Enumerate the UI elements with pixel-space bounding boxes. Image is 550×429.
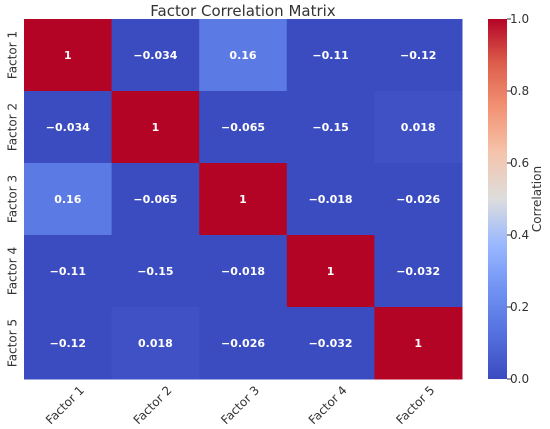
cell-annotation-r3-c4: −0.018 [309, 193, 353, 206]
cell-annotation-r3-c1: 0.16 [54, 193, 81, 206]
column-label-2: Factor 2 [131, 383, 175, 427]
cell-annotation-r1-c4: −0.11 [312, 49, 348, 62]
row-label-1: Factor 1 [6, 31, 20, 79]
colorbar-tick-label: 1.0 [510, 12, 529, 26]
cell-annotation-r2-c5: 0.018 [401, 121, 436, 134]
cell-annotation-r4-c3: −0.018 [221, 265, 265, 278]
heatmap-cell-r1-c5 [374, 19, 463, 92]
column-label-4: Factor 4 [306, 383, 350, 427]
cell-annotation-r3-c3: 1 [239, 193, 247, 206]
cell-annotation-r5-c2: 0.018 [138, 337, 173, 350]
row-label-3: Factor 3 [6, 175, 20, 223]
cell-annotation-r3-c5: −0.026 [396, 193, 440, 206]
heatmap-cell-r1-c3 [199, 19, 288, 92]
heatmap-cell-r3-c5 [374, 163, 463, 236]
cell-annotation-r2-c4: −0.15 [312, 121, 348, 134]
row-labels: Factor 1 Factor 2 Factor 3 Factor 4 Factor 5 [6, 31, 20, 367]
heatmap-cell-r2-c1 [24, 91, 113, 164]
heatmap-cell-r3-c4 [286, 163, 375, 236]
cell-annotation-r1-c5: −0.12 [400, 49, 436, 62]
heatmap-cell-r4-c4 [286, 235, 375, 308]
column-label-5: Factor 5 [393, 383, 437, 427]
cell-annotation-r1-c1: 1 [64, 49, 72, 62]
cell-annotation-r1-c3: 0.16 [229, 49, 256, 62]
heatmap-cell-r3-c1 [24, 163, 113, 236]
row-label-5: Factor 5 [6, 319, 20, 367]
cell-annotation-r3-c2: −0.065 [133, 193, 177, 206]
heatmap-cell-r2-c5 [374, 91, 463, 164]
column-labels: Factor 1 Factor 2 Factor 3 Factor 4 Factor 5 [43, 383, 437, 427]
chart-title: Factor Correlation Matrix [150, 2, 336, 20]
heatmap-cell-r1-c1 [24, 19, 113, 92]
cell-annotation-r2-c2: 1 [152, 121, 160, 134]
cell-annotation-r5-c1: −0.12 [50, 337, 86, 350]
cell-annotation-r2-c1: −0.034 [46, 121, 90, 134]
colorbar-tick-label: 0.4 [510, 228, 529, 242]
colorbar-label: Correlation [530, 166, 544, 232]
heatmap-cell-r5-c5 [374, 307, 463, 380]
heatmap-cell-r4-c2 [111, 235, 200, 308]
cell-annotation-r5-c4: −0.032 [309, 337, 353, 350]
heatmap-cell-r4-c1 [24, 235, 113, 308]
cell-annotation-r4-c5: −0.032 [396, 265, 440, 278]
colorbar-tick-label: 0.2 [510, 300, 529, 314]
heatmap-cell-r5-c4 [286, 307, 375, 380]
heatmap-cells [24, 19, 463, 380]
cell-annotation-r2-c3: −0.065 [221, 121, 265, 134]
heatmap-cell-r1-c2 [111, 19, 200, 92]
heatmap-cell-r5-c2 [111, 307, 200, 380]
heatmap-cell-r5-c3 [199, 307, 288, 380]
heatmap-cell-r2-c3 [199, 91, 288, 164]
heatmap-cell-r3-c2 [111, 163, 200, 236]
colorbar-gradient [488, 19, 507, 379]
cell-annotation-r4-c2: −0.15 [137, 265, 173, 278]
heatmap-cell-r2-c4 [286, 91, 375, 164]
cell-annotation-r4-c1: −0.11 [50, 265, 86, 278]
heatmap-cell-r4-c5 [374, 235, 463, 308]
cell-annotation-r5-c3: −0.026 [221, 337, 265, 350]
colorbar-tick-label: 0.8 [510, 84, 529, 98]
colorbar-tick-label: 0.6 [510, 156, 529, 170]
heatmap-cell-r3-c3 [199, 163, 288, 236]
column-label-1: Factor 1 [43, 383, 87, 427]
column-label-3: Factor 3 [218, 383, 262, 427]
heatmap-cell-r2-c2 [111, 91, 200, 164]
cell-annotations: 1 −0.034 0.16 −0.11 −0.12 −0.034 1 −0.065 −0.15 0… [46, 49, 441, 350]
heatmap-cell-r1-c4 [286, 19, 375, 92]
row-label-4: Factor 4 [6, 247, 20, 295]
heatmap-cell-r4-c3 [199, 235, 288, 308]
heatmap-cell-r5-c1 [24, 307, 113, 380]
cell-annotation-r4-c4: 1 [327, 265, 335, 278]
cell-annotation-r1-c2: −0.034 [133, 49, 177, 62]
cell-annotation-r5-c5: 1 [414, 337, 422, 350]
row-label-2: Factor 2 [6, 103, 20, 151]
colorbar: 0.0 0.2 0.4 0.6 0.8 1.0 Correlation [488, 12, 544, 386]
colorbar-tick-label: 0.0 [510, 372, 529, 386]
